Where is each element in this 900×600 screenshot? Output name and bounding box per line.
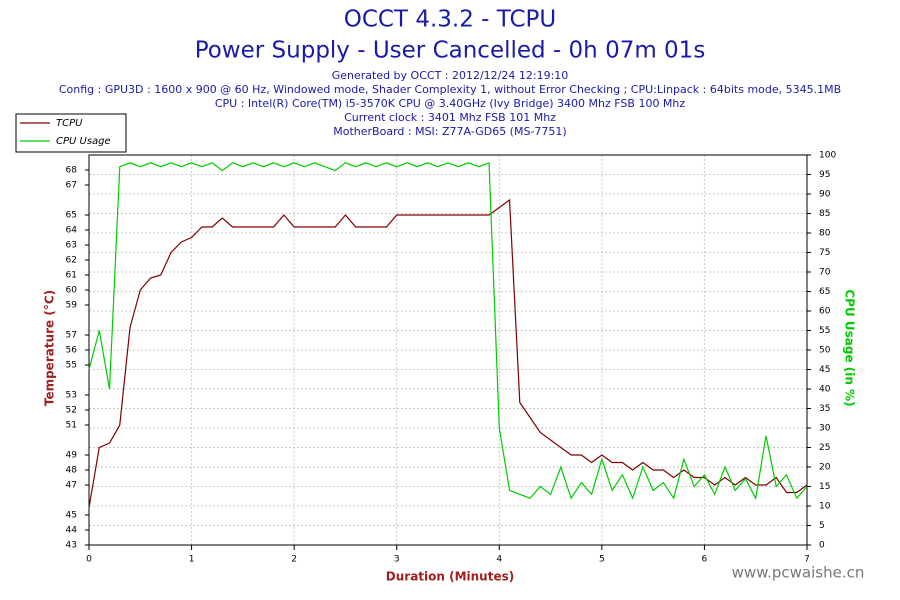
plot-frame [88, 154, 808, 546]
y2-tick-label: 95 [819, 170, 830, 180]
x-tick-label: 7 [804, 555, 810, 565]
y-tick-label: 67 [66, 181, 77, 191]
chart-title: OCCT 4.3.2 - TCPU [344, 7, 557, 33]
y-tick-label: 49 [66, 451, 78, 461]
y-tick-label: 56 [66, 346, 78, 356]
y2-tick-label: 30 [819, 424, 831, 434]
y2-axis-label: CPU Usage (in %) [843, 289, 857, 406]
x-tick-label: 0 [86, 555, 92, 565]
info-line: Generated by OCCT : 2012/12/24 12:19:10 [332, 69, 569, 82]
info-line: CPU : Intel(R) Core(TM) i5-3570K CPU @ 3… [215, 97, 686, 110]
series-line [88, 198, 808, 508]
info-line: Current clock : 3401 Mhz FSB 101 Mhz [344, 111, 556, 124]
y-tick-label: 64 [66, 226, 78, 236]
y2-tick-label: 75 [819, 248, 830, 258]
y2-tick-label: 15 [819, 482, 830, 492]
y-tick-label: 51 [66, 421, 77, 431]
y2-tick-label: 50 [819, 346, 831, 356]
x-tick-label: 1 [189, 555, 195, 565]
y-tick-label: 63 [66, 241, 77, 251]
x-tick-label: 5 [599, 555, 605, 565]
y-tick-label: 59 [66, 301, 78, 311]
legend-label: TCPU [56, 118, 83, 129]
y-tick-label: 43 [66, 541, 77, 551]
y-axis-label: Temperature (°C) [43, 290, 57, 406]
y2-tick-label: 40 [819, 385, 831, 395]
legend-box [15, 113, 127, 153]
y2-tick-label: 0 [819, 541, 825, 551]
y2-tick-label: 60 [819, 307, 831, 317]
y2-tick-label: 70 [819, 268, 831, 278]
y2-tick-label: 5 [819, 521, 825, 531]
chart-subtitle: Power Supply - User Cancelled - 0h 07m 0… [195, 38, 706, 64]
y2-tick-label: 85 [819, 209, 830, 219]
y-tick-label: 62 [66, 256, 77, 266]
y2-tick-label: 20 [819, 463, 831, 473]
y-tick-label: 48 [66, 466, 78, 476]
info-line: Config : GPU3D : 1600 x 900 @ 60 Hz, Win… [59, 83, 841, 96]
y-tick-label: 65 [66, 211, 77, 221]
series-line [88, 161, 808, 501]
y-tick-label: 44 [66, 526, 78, 536]
y2-tick-label: 35 [819, 404, 830, 414]
x-tick-label: 2 [291, 555, 297, 565]
y-tick-label: 61 [66, 271, 77, 281]
info-line: MotherBoard : MSI: Z77A-GD65 (MS-7751) [333, 125, 566, 138]
x-tick-label: 3 [394, 555, 400, 565]
x-axis-label: Duration (Minutes) [386, 570, 514, 584]
y2-tick-label: 10 [819, 502, 831, 512]
x-tick-label: 4 [496, 555, 502, 565]
y-tick-label: 68 [66, 166, 78, 176]
y-tick-label: 52 [66, 406, 77, 416]
y2-tick-label: 90 [819, 190, 831, 200]
y-tick-label: 45 [66, 511, 77, 521]
x-tick-label: 6 [702, 555, 708, 565]
y2-tick-label: 25 [819, 443, 830, 453]
y2-tick-label: 45 [819, 365, 830, 375]
y2-tick-label: 80 [819, 229, 831, 239]
plot-area [89, 155, 807, 545]
y-tick-label: 47 [66, 481, 77, 491]
y2-tick-label: 65 [819, 287, 830, 297]
y2-tick-label: 55 [819, 326, 830, 336]
y-tick-label: 53 [66, 391, 77, 401]
watermark: www.pcwaishe.cn [732, 564, 865, 582]
y-tick-label: 60 [66, 286, 78, 296]
y-tick-label: 57 [66, 331, 77, 341]
y-tick-label: 55 [66, 361, 77, 371]
y2-tick-label: 100 [819, 151, 836, 161]
legend-label: CPU Usage [56, 136, 111, 147]
